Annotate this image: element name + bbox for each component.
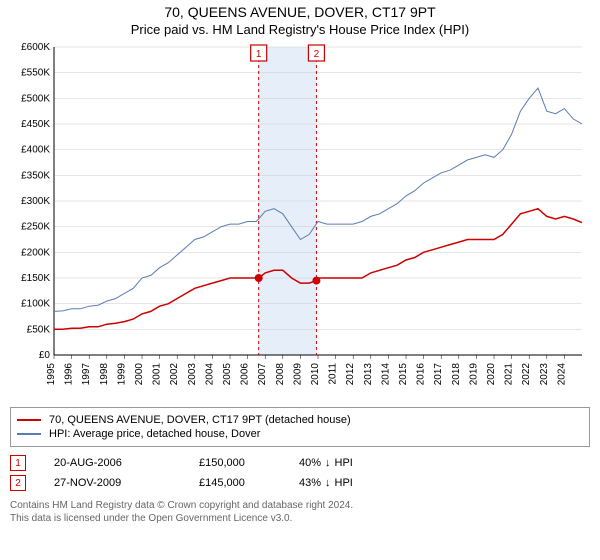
down-arrow-icon: ↓ (325, 477, 331, 489)
svg-text:2020: 2020 (486, 363, 497, 386)
svg-text:£400K: £400K (21, 145, 50, 156)
svg-text:1995: 1995 (46, 363, 57, 386)
svg-text:2000: 2000 (134, 363, 145, 386)
sale-marker-1: 1 (10, 455, 26, 471)
svg-text:2005: 2005 (222, 363, 233, 386)
sale-delta-1: 40% ↓ HPI (299, 457, 353, 469)
svg-text:2022: 2022 (521, 363, 532, 386)
chart-titles: 70, QUEENS AVENUE, DOVER, CT17 9PT Price… (10, 4, 590, 37)
svg-text:2010: 2010 (310, 363, 321, 386)
sales-table: 1 20-AUG-2006 £150,000 40% ↓ HPI 2 27-NO… (10, 455, 590, 491)
chart-title: 70, QUEENS AVENUE, DOVER, CT17 9PT (10, 4, 590, 20)
svg-text:1996: 1996 (64, 363, 75, 386)
svg-text:2012: 2012 (345, 363, 356, 386)
sales-row-1: 1 20-AUG-2006 £150,000 40% ↓ HPI (10, 455, 590, 471)
svg-text:£450K: £450K (21, 119, 50, 130)
down-arrow-icon: ↓ (325, 457, 331, 469)
sale-date-1: 20-AUG-2006 (54, 457, 199, 469)
svg-text:£150K: £150K (21, 273, 50, 284)
sale-index-2: 2 (15, 478, 21, 489)
sale-delta-2: 43% ↓ HPI (299, 477, 353, 489)
chart-svg: £0 £50K £100K £150K £200K £250K £300K £350K £400… (10, 41, 590, 401)
svg-text:2019: 2019 (468, 363, 479, 386)
legend-box: 70, QUEENS AVENUE, DOVER, CT17 9PT (deta… (10, 407, 590, 447)
sale-date-2: 27-NOV-2009 (54, 477, 199, 489)
footer-attribution: Contains HM Land Registry data © Crown c… (10, 499, 590, 525)
legend-swatch-hpi (17, 433, 41, 435)
svg-text:£600K: £600K (21, 42, 50, 53)
svg-text:2001: 2001 (152, 363, 163, 386)
svg-text:2014: 2014 (380, 363, 391, 386)
svg-text:£200K: £200K (21, 247, 50, 258)
chart-subtitle: Price paid vs. HM Land Registry's House … (10, 22, 590, 37)
footer-line-2: This data is licensed under the Open Gov… (10, 512, 590, 525)
svg-text:£50K: £50K (27, 324, 51, 335)
svg-text:2011: 2011 (328, 363, 339, 385)
svg-text:2004: 2004 (204, 363, 215, 386)
svg-text:2009: 2009 (292, 363, 303, 386)
svg-text:£100K: £100K (21, 299, 50, 310)
svg-text:2023: 2023 (539, 363, 550, 386)
svg-text:2008: 2008 (275, 363, 286, 386)
sale-price-1: £150,000 (199, 457, 299, 469)
svg-text:1999: 1999 (116, 363, 127, 386)
svg-text:2: 2 (314, 49, 320, 60)
sale-marker-2: 2 (10, 475, 26, 491)
legend-label-hpi: HPI: Average price, detached house, Dove… (49, 428, 260, 440)
svg-text:2018: 2018 (451, 363, 462, 386)
chart-plot: £0 £50K £100K £150K £200K £250K £300K £350K £400… (10, 41, 590, 401)
svg-text:£300K: £300K (21, 196, 50, 207)
svg-text:£250K: £250K (21, 222, 50, 233)
sales-row-2: 2 27-NOV-2009 £145,000 43% ↓ HPI (10, 475, 590, 491)
footer-line-1: Contains HM Land Registry data © Crown c… (10, 499, 590, 512)
sale-price-2: £145,000 (199, 477, 299, 489)
chart-container: 70, QUEENS AVENUE, DOVER, CT17 9PT Price… (0, 0, 600, 560)
svg-text:£350K: £350K (21, 170, 50, 181)
svg-text:2013: 2013 (363, 363, 374, 386)
svg-text:2021: 2021 (504, 363, 515, 386)
svg-text:2002: 2002 (169, 363, 180, 386)
legend-row-property: 70, QUEENS AVENUE, DOVER, CT17 9PT (deta… (17, 414, 583, 426)
svg-text:£500K: £500K (21, 93, 50, 104)
svg-text:£550K: £550K (21, 68, 50, 79)
svg-text:2024: 2024 (556, 363, 567, 386)
svg-text:2006: 2006 (240, 363, 251, 386)
svg-text:1998: 1998 (99, 363, 110, 386)
svg-text:£0: £0 (39, 350, 51, 361)
svg-text:1997: 1997 (81, 363, 92, 386)
legend-swatch-property (17, 419, 41, 421)
legend-label-property: 70, QUEENS AVENUE, DOVER, CT17 9PT (deta… (49, 414, 351, 426)
svg-text:2007: 2007 (257, 363, 268, 386)
svg-text:2003: 2003 (187, 363, 198, 386)
svg-text:1: 1 (256, 49, 262, 60)
svg-text:2017: 2017 (433, 363, 444, 386)
legend-row-hpi: HPI: Average price, detached house, Dove… (17, 428, 583, 440)
sale-index-1: 1 (15, 458, 21, 469)
svg-text:2016: 2016 (416, 363, 427, 386)
svg-text:2015: 2015 (398, 363, 409, 386)
